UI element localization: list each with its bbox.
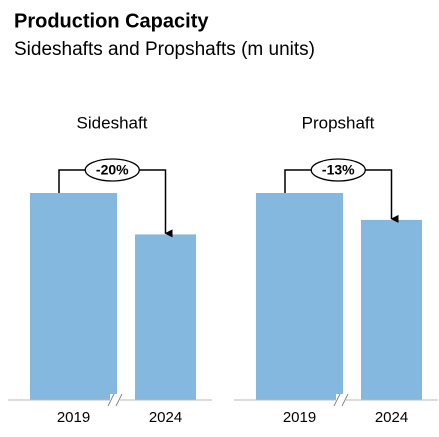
axis-break bbox=[333, 393, 341, 407]
axis-break-gap bbox=[110, 394, 120, 406]
change-label: -20% bbox=[96, 162, 129, 178]
x-tick-label: 2024 bbox=[149, 409, 182, 426]
bar bbox=[135, 234, 196, 400]
axis-break bbox=[115, 393, 123, 407]
bar bbox=[361, 219, 422, 400]
axis-break bbox=[107, 393, 115, 407]
x-tick-label: 2019 bbox=[283, 409, 316, 426]
change-bubble bbox=[84, 158, 140, 182]
x-tick-label: 2019 bbox=[57, 409, 90, 426]
change-bubble bbox=[310, 158, 366, 182]
panel-title: Sideshaft bbox=[77, 113, 148, 132]
bar bbox=[30, 193, 117, 400]
x-tick-label: 2024 bbox=[375, 409, 408, 426]
page-title: Production Capacity bbox=[14, 10, 209, 32]
bar bbox=[256, 193, 343, 400]
page-subtitle: Sideshafts and Propshafts (m units) bbox=[14, 39, 315, 60]
axis-break bbox=[341, 393, 349, 407]
axis-break-gap bbox=[336, 394, 346, 406]
panel-title: Propshaft bbox=[302, 113, 375, 132]
change-label: -13% bbox=[322, 162, 355, 178]
